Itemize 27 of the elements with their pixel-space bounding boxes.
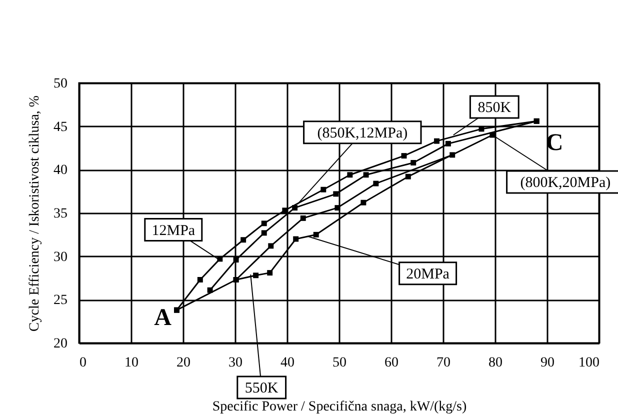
y-tick-label: 30 [54, 250, 68, 265]
y-tick-label: 25 [54, 293, 68, 308]
annotation: 12MPa [152, 222, 196, 239]
x-tick-label: 40 [280, 356, 294, 370]
x-tick-label: 0 [80, 356, 86, 370]
annotation: 20MPa [406, 266, 450, 282]
y-tick-label: 50 [54, 76, 68, 92]
x-tick-label: 60 [384, 356, 398, 370]
annotation: (850K,12MPa) [317, 125, 408, 142]
annotation: A [154, 305, 172, 332]
annotation: 850K [478, 100, 512, 116]
x-tick-label: 100 [578, 356, 600, 370]
y-tick-label: 20 [54, 336, 68, 352]
x-tick-label: 70 [436, 356, 450, 370]
x-tick-label: 30 [228, 356, 242, 370]
y-tick-label: 40 [54, 163, 68, 178]
y-axis-title: Cycle Efficiency / Iskoristivost ciklusa, % [28, 95, 42, 332]
y-tick-label: 35 [54, 206, 68, 222]
x-tick-label: 50 [332, 356, 346, 370]
x-axis-title: Specific Power / Specifična snaga, kW/(kg/s) [212, 400, 467, 414]
y-tick-label: 45 [54, 120, 68, 135]
annotation: 550K [244, 380, 278, 397]
x-tick-label: 80 [488, 356, 502, 370]
x-tick-label: 10 [124, 356, 138, 370]
x-tick-label: 20 [176, 356, 190, 370]
annotation: (800K,20MPa) [520, 175, 611, 191]
x-tick-label: 90 [540, 356, 554, 370]
